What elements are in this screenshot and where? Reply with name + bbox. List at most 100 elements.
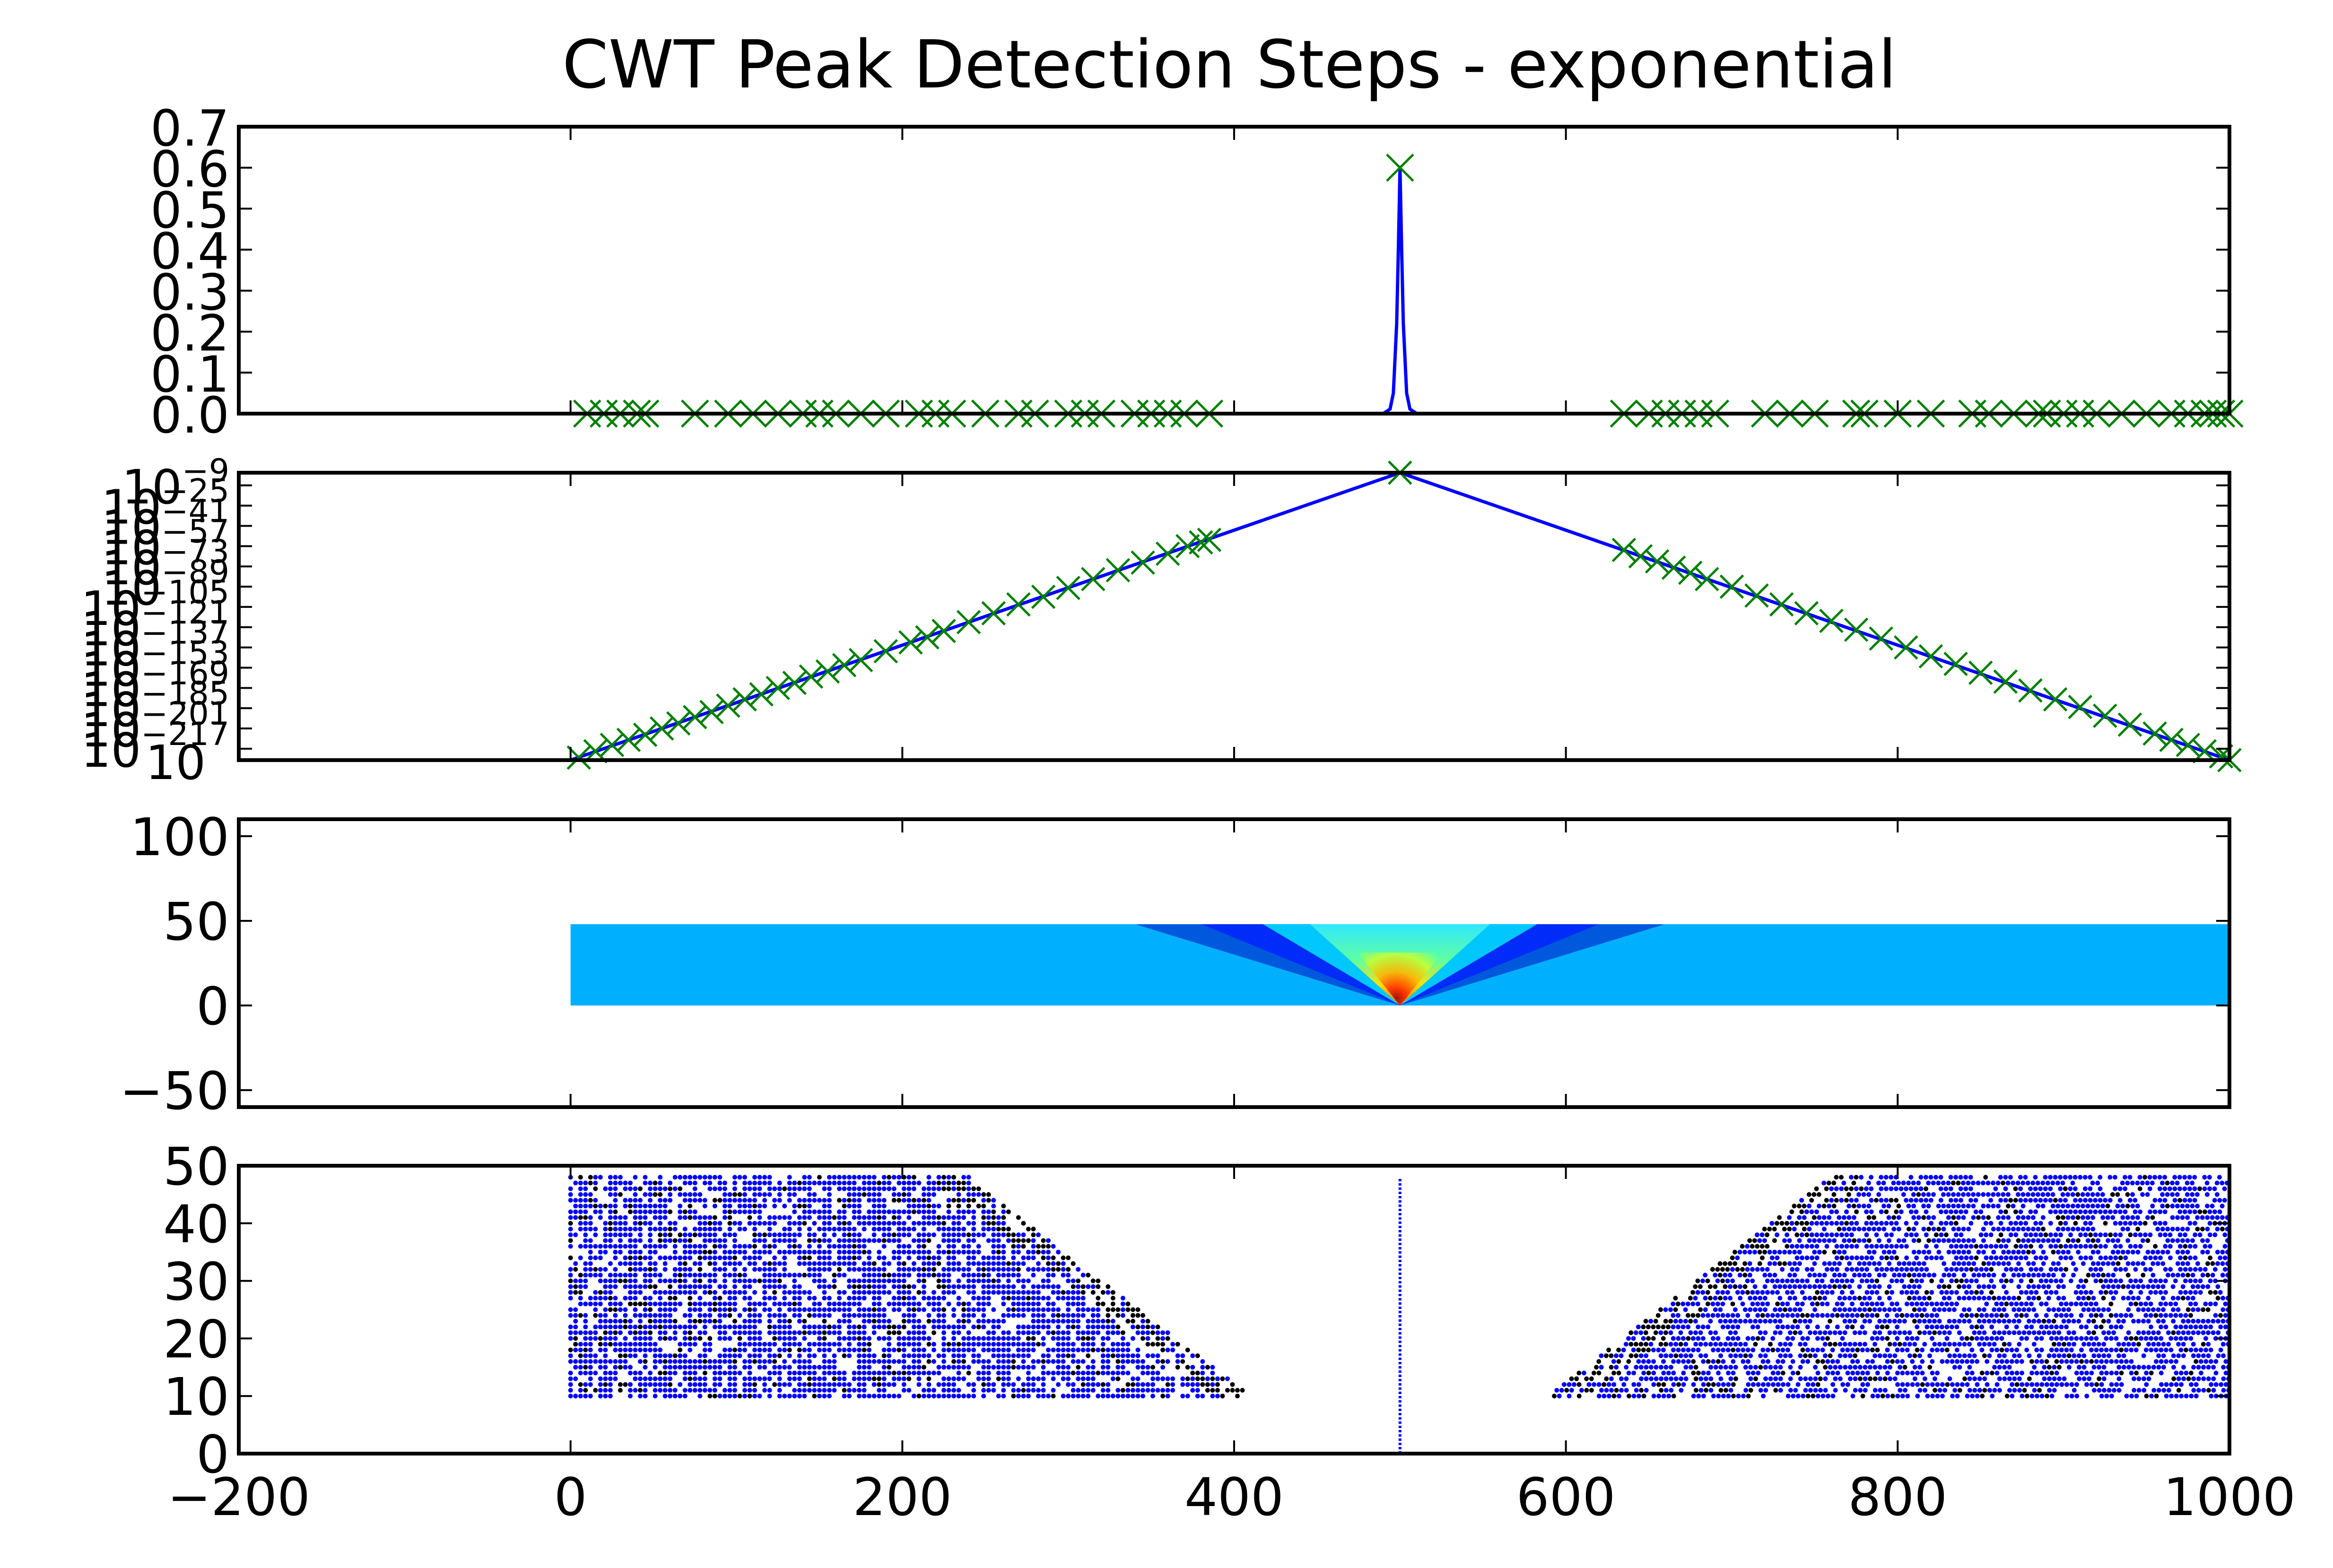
ridge-point (1086, 1382, 1091, 1387)
ridge-point (668, 1278, 673, 1283)
ridge-point (752, 1347, 757, 1352)
ridge-point (1915, 1370, 1920, 1376)
ridge-point (1071, 1394, 1076, 1399)
ridge-point (1917, 1330, 1922, 1335)
ridge-point (1715, 1313, 1721, 1318)
ridge-point (593, 1290, 598, 1295)
ridge-point (2029, 1382, 2035, 1387)
ridge-point (1001, 1255, 1006, 1260)
ridge-point (822, 1261, 827, 1266)
ridge-point (1830, 1313, 1835, 1318)
ridge-point (2198, 1267, 2203, 1272)
ridge-point (2168, 1347, 2174, 1352)
ridge-point (946, 1278, 951, 1283)
ridge-point (2154, 1359, 2159, 1364)
ridge-point (672, 1388, 678, 1393)
ridge-point (867, 1365, 872, 1370)
ridge-point (1115, 1342, 1121, 1347)
ridge-point (1205, 1365, 1210, 1370)
ridge-point (1872, 1388, 1878, 1393)
ridge-point (1036, 1330, 1041, 1335)
ridge-point (2173, 1278, 2178, 1283)
ridge-point (2153, 1278, 2158, 1283)
peak-marker (633, 722, 658, 747)
peak-marker (1175, 534, 1200, 559)
ridge-point (742, 1342, 748, 1347)
ridge-point (1999, 1301, 2004, 1307)
ridge-point (2116, 1353, 2122, 1358)
ridge-point (1080, 1376, 1086, 1381)
ridge-point (901, 1325, 906, 1330)
ridge-point (1962, 1342, 1967, 1347)
ridge-point (1145, 1353, 1150, 1358)
ridge-point (757, 1376, 762, 1381)
ridge-point (2003, 1267, 2009, 1272)
ridge-point (2218, 1290, 2223, 1295)
ridge-point (1872, 1330, 1877, 1335)
ridge-point (881, 1318, 887, 1324)
ridge-point (707, 1255, 713, 1260)
ridge-point (2044, 1278, 2049, 1283)
ridge-point (1909, 1313, 1915, 1318)
ridge-point (1822, 1249, 1827, 1255)
ridge-point (1165, 1347, 1170, 1352)
ridge-point (1772, 1284, 1777, 1289)
ridge-point (1947, 1296, 1952, 1301)
ridge-point (2009, 1267, 2014, 1272)
ridge-point (881, 1359, 887, 1364)
ridge-point (2031, 1318, 2037, 1324)
ridge-point (1106, 1382, 1111, 1387)
ridge-point (2126, 1307, 2131, 1312)
ridge-point (2021, 1307, 2027, 1312)
ridge-point (648, 1296, 653, 1301)
ridge-point (1656, 1325, 1661, 1330)
ridge-point (2051, 1307, 2056, 1312)
ridge-point (1745, 1267, 1750, 1272)
ridge-point (1882, 1318, 1887, 1324)
ridge-point (752, 1342, 757, 1347)
ridge-point (712, 1388, 717, 1393)
ridge-point (2069, 1313, 2074, 1318)
ridge-point (722, 1359, 727, 1364)
ridge-point (1905, 1313, 1910, 1318)
ridge-point (2196, 1388, 2202, 1393)
ridge-point (1819, 1301, 1825, 1307)
ridge-point (692, 1342, 697, 1347)
ridge-point (2002, 1376, 2007, 1381)
ridge-point (1056, 1365, 1061, 1370)
ridge-point (2159, 1336, 2164, 1341)
ridge-point (847, 1313, 852, 1318)
ridge-point (1046, 1353, 1051, 1358)
ridge-point (1165, 1330, 1170, 1335)
ridge-point (2104, 1370, 2109, 1376)
ridge-point (627, 1273, 633, 1278)
ridge-point (827, 1249, 832, 1255)
ridge-point (1957, 1296, 1962, 1301)
ridge-point (2205, 1273, 2211, 1278)
ridge-point (802, 1318, 807, 1324)
ridge-point (2118, 1255, 2123, 1260)
ridge-point (578, 1330, 583, 1335)
ridge-point (1669, 1376, 1674, 1381)
ridge-point (906, 1376, 912, 1381)
ridge-point (931, 1342, 936, 1347)
ridge-point (1950, 1382, 1955, 1387)
ridge-point (887, 1342, 892, 1347)
tick-base: 10 (81, 682, 141, 737)
ridge-point (1854, 1267, 1860, 1272)
ridge-point (2068, 1255, 2073, 1260)
ridge-point (1825, 1325, 1830, 1330)
ridge-point (897, 1376, 902, 1381)
ridge-point (2108, 1313, 2114, 1318)
ridge-point (2017, 1330, 2022, 1335)
ridge-point (1969, 1278, 1974, 1283)
ridge-point (1761, 1394, 1766, 1399)
ridge-point (1951, 1273, 1957, 1278)
ridge-point (1140, 1359, 1146, 1364)
ridge-point (862, 1261, 867, 1266)
ridge-point (1066, 1325, 1071, 1330)
ridge-point (1676, 1325, 1681, 1330)
ridge-point (1633, 1330, 1638, 1335)
ridge-point (1902, 1318, 1907, 1324)
ridge-point (1992, 1318, 1997, 1324)
